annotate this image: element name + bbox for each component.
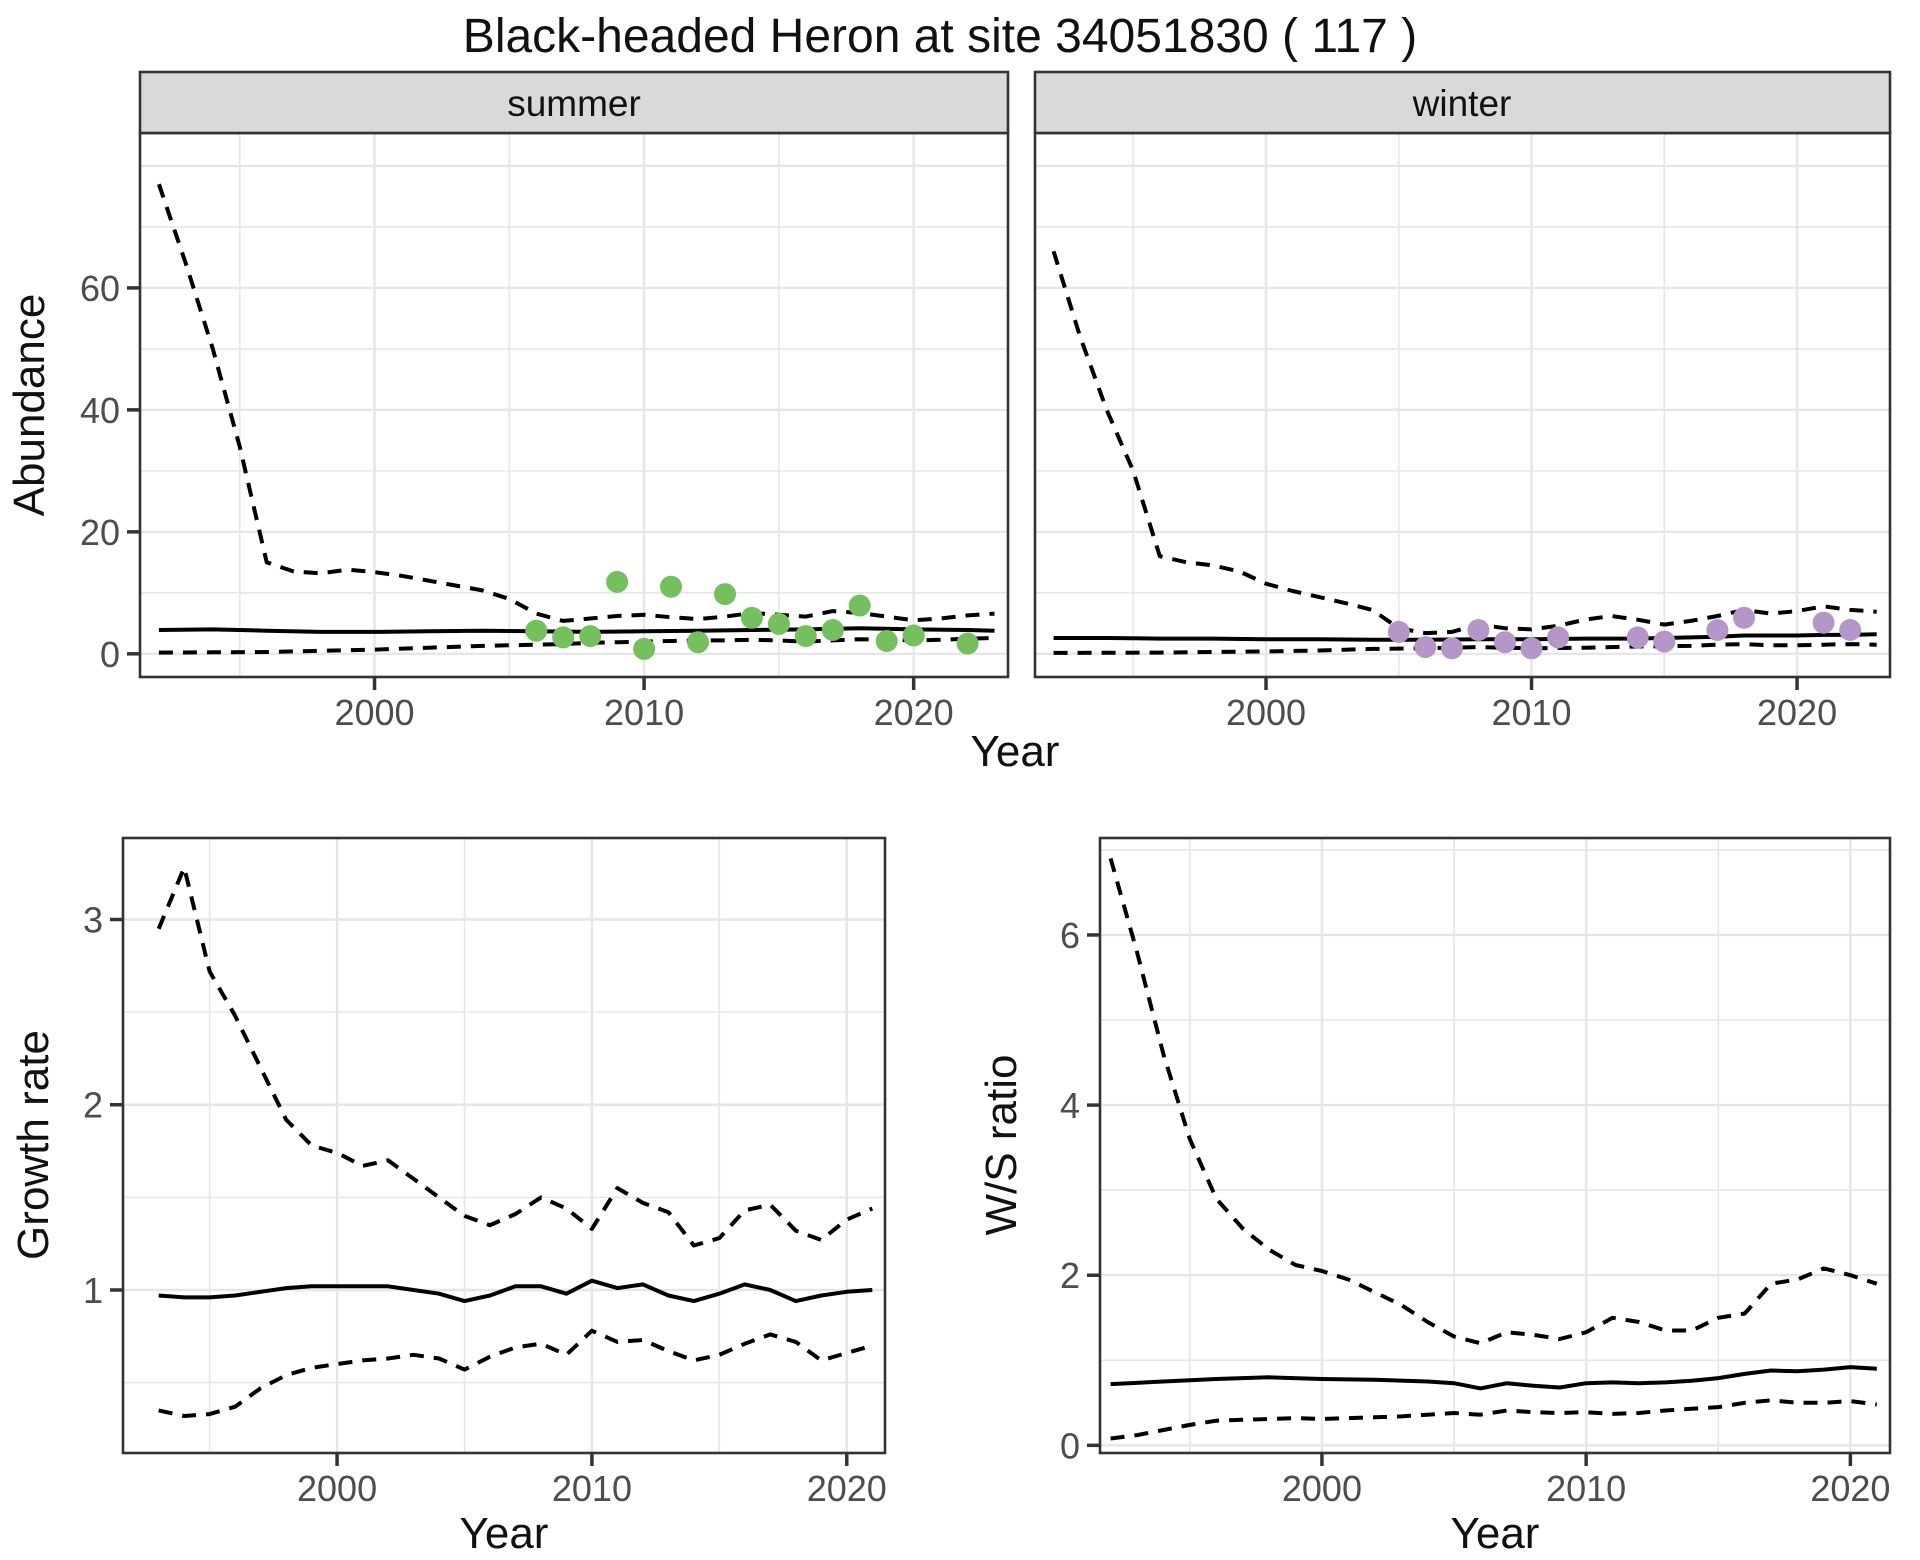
- data-point: [1626, 626, 1649, 649]
- panel-border: [1098, 836, 1892, 1455]
- facet-strip-label-winter: winter: [1412, 83, 1512, 124]
- ci_lower-line: [1110, 1398, 1878, 1441]
- y-tick-label: 20: [80, 512, 120, 553]
- data-point: [687, 631, 709, 654]
- y-tick-label: 0: [100, 634, 120, 675]
- panel-abundance-summer: 2000 2010 2020 0 20 40 60: [80, 70, 1010, 733]
- data-point: [552, 626, 575, 649]
- y-tick-label: 3: [83, 900, 103, 941]
- x-tick-label: 2020: [807, 1468, 887, 1509]
- x-tick-label: 2010: [604, 692, 684, 733]
- data-point: [821, 619, 844, 641]
- data-point: [606, 570, 629, 593]
- data-point: [660, 575, 682, 598]
- ci_lower-line: [158, 1328, 873, 1418]
- facet-strip: [1033, 70, 1892, 135]
- panel-ws-ratio: 2000 2010 2020 0 2 4 6: [1060, 836, 1892, 1509]
- data-point: [1494, 631, 1516, 654]
- chart-title: Black-headed Heron at site 34051830 ( 11…: [463, 10, 1417, 63]
- x-tick-label: 2000: [297, 1468, 377, 1509]
- y-tick-label: 2: [83, 1085, 103, 1126]
- facet-strip-label-summer: summer: [507, 83, 641, 124]
- data-point: [1414, 636, 1437, 659]
- data-point: [1387, 620, 1410, 643]
- facet-strip: [138, 70, 1010, 135]
- data-point: [1706, 619, 1729, 641]
- x-axis-title-year-top: Year: [971, 727, 1060, 776]
- data-point: [767, 612, 790, 635]
- ci_upper-line: [1108, 857, 1878, 1346]
- y-axis-title-ws-ratio: W/S ratio: [977, 1055, 1026, 1236]
- x-tick-label: 2020: [1757, 692, 1837, 733]
- y-tick-label: 0: [1060, 1425, 1080, 1466]
- y-tick-label: 4: [1060, 1085, 1080, 1126]
- x-tick-label: 2010: [1491, 692, 1571, 733]
- data-point: [1520, 637, 1543, 660]
- y-axis-title-abundance: Abundance: [5, 294, 54, 517]
- y-tick-label: 60: [80, 268, 120, 309]
- panel-background: [1035, 133, 1890, 677]
- ci_upper-line: [156, 865, 874, 1248]
- panel-growth-rate: 2000 2010 2020 1 2 3: [83, 836, 887, 1509]
- x-tick-label: 2000: [334, 692, 414, 733]
- y-tick-label: 2: [1060, 1255, 1080, 1296]
- x-tick-label: 2010: [552, 1468, 632, 1509]
- x-axis-title-year-bottom-left: Year: [460, 1509, 549, 1558]
- data-point: [1547, 626, 1570, 649]
- panel-abundance-winter: 2000 2010 2020: [1033, 70, 1892, 733]
- x-tick-label: 2000: [1282, 1468, 1362, 1509]
- data-point: [1653, 630, 1676, 653]
- x-axis-title-year-bottom-right: Year: [1451, 1509, 1540, 1558]
- data-point: [1440, 637, 1463, 660]
- data-point: [740, 606, 763, 629]
- median-line: [1110, 1365, 1877, 1391]
- data-point: [1467, 619, 1490, 641]
- x-tick-label: 2020: [874, 692, 954, 733]
- panel-background: [123, 838, 885, 1453]
- x-tick-label: 2010: [1546, 1468, 1626, 1509]
- data-point: [1733, 606, 1755, 629]
- data-point: [1812, 611, 1835, 634]
- data-point: [956, 632, 979, 655]
- data-point: [902, 624, 925, 647]
- data-point: [794, 625, 817, 648]
- y-tick-label: 40: [80, 390, 120, 431]
- data-point: [633, 637, 656, 660]
- data-point: [848, 594, 871, 617]
- y-axis-title-growth-rate: Growth rate: [9, 1030, 58, 1260]
- ci_lower-line: [1053, 642, 1877, 655]
- y-tick-label: 6: [1060, 915, 1080, 956]
- data-point: [525, 619, 548, 642]
- y-tick-label: 1: [83, 1270, 103, 1311]
- data-point: [875, 630, 898, 652]
- data-point: [714, 583, 736, 606]
- median-line: [158, 1278, 873, 1304]
- panel-border: [121, 836, 887, 1455]
- x-tick-label: 2020: [1810, 1468, 1890, 1509]
- data-point: [579, 625, 602, 648]
- panel-background: [1100, 838, 1890, 1453]
- x-tick-label: 2000: [1226, 692, 1306, 733]
- data-point: [1839, 619, 1862, 641]
- panel-background: [140, 133, 1008, 677]
